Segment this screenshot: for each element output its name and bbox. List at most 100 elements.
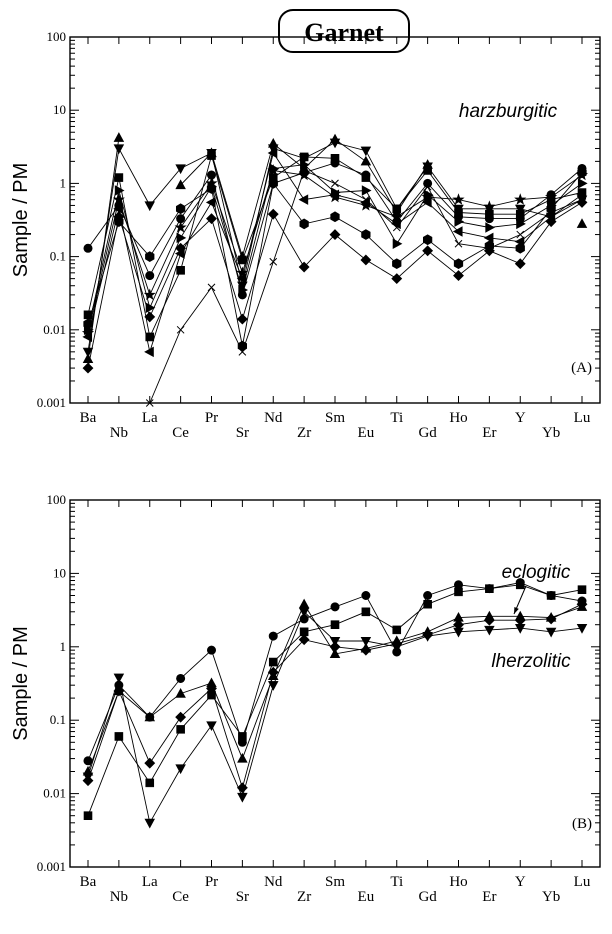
data-point xyxy=(453,258,464,270)
x-tick-label: Ba xyxy=(80,874,97,890)
data-point xyxy=(391,642,403,653)
data-point xyxy=(114,732,124,741)
panel-letter: (A) xyxy=(571,360,592,376)
title-box xyxy=(278,9,410,53)
x-tick-label: Eu xyxy=(358,889,375,905)
data-point xyxy=(238,732,247,741)
series-star xyxy=(81,164,589,339)
data-point xyxy=(298,607,310,618)
data-point xyxy=(81,326,95,339)
data-point xyxy=(268,631,278,641)
data-point xyxy=(114,185,125,196)
data-point xyxy=(144,711,156,722)
data-point xyxy=(391,273,403,285)
data-point xyxy=(236,266,249,279)
data-point xyxy=(176,232,187,244)
data-point xyxy=(207,645,217,655)
x-tick-label: Sm xyxy=(325,410,345,426)
y-tick-label: 100 xyxy=(47,29,67,44)
data-point xyxy=(206,721,217,732)
data-point xyxy=(516,230,525,239)
x-tick-label: Nd xyxy=(264,874,283,890)
data-point xyxy=(578,195,586,204)
x-tick-label: Ho xyxy=(449,410,467,426)
data-point xyxy=(545,627,557,638)
data-point xyxy=(298,194,309,205)
data-point xyxy=(330,602,340,612)
data-point xyxy=(484,214,494,224)
y-tick-label: 0.01 xyxy=(43,322,66,337)
data-point xyxy=(144,346,154,358)
y-tick-label: 1 xyxy=(60,639,67,654)
data-point xyxy=(298,598,310,609)
data-point xyxy=(267,666,279,678)
data-point xyxy=(452,226,463,237)
data-point xyxy=(82,362,94,374)
data-point xyxy=(299,627,309,637)
data-point xyxy=(329,138,341,149)
data-point xyxy=(361,185,372,196)
data-point xyxy=(330,158,340,168)
data-point xyxy=(298,634,310,646)
data-point xyxy=(514,193,527,205)
series-square xyxy=(83,580,587,820)
data-point xyxy=(267,208,279,220)
data-point xyxy=(329,229,341,240)
x-tick-label: La xyxy=(142,410,158,426)
data-point xyxy=(145,778,155,788)
data-point xyxy=(113,144,125,155)
data-point xyxy=(112,193,125,205)
figure-title: Garnet xyxy=(278,9,410,53)
data-point xyxy=(267,681,279,691)
data-point xyxy=(360,644,372,656)
x-tick-label: Nd xyxy=(264,410,283,426)
data-point xyxy=(362,195,370,204)
x-tick-label: Nb xyxy=(110,425,128,441)
data-point xyxy=(83,811,93,820)
annotation: harzburgitic xyxy=(459,101,558,122)
data-point xyxy=(176,265,185,275)
data-point xyxy=(144,201,156,212)
x-tick-label: Eu xyxy=(358,425,375,441)
data-point xyxy=(114,173,124,182)
data-point xyxy=(205,177,218,189)
data-point xyxy=(454,587,463,597)
series-square xyxy=(83,151,587,342)
data-point xyxy=(516,218,526,230)
data-point xyxy=(484,625,495,636)
x-tick-label: Er xyxy=(482,425,496,441)
x-tick-label: Yb xyxy=(542,425,560,441)
x-tick-label: Gd xyxy=(418,889,437,905)
data-point xyxy=(576,218,588,228)
data-point xyxy=(485,244,494,253)
data-point xyxy=(174,248,185,259)
data-point xyxy=(145,399,154,407)
data-point xyxy=(328,190,342,203)
data-point xyxy=(390,210,403,222)
data-point xyxy=(545,190,558,203)
data-point xyxy=(298,261,310,273)
y-tick-label: 1 xyxy=(60,175,67,190)
y-tick-label: 0.001 xyxy=(37,395,66,410)
data-point xyxy=(423,590,433,600)
y-tick-label: 0.1 xyxy=(50,712,66,727)
panel-a: 0.001 0.01 0.1 1 10 100 Ba Nb La Ce Pr Sr Nd Zr Sm Eu Ti… xyxy=(10,29,601,441)
data-point xyxy=(175,164,186,175)
y-tick-label: 0.01 xyxy=(43,786,66,801)
data-point xyxy=(144,757,156,769)
data-point xyxy=(144,311,156,323)
data-point xyxy=(514,624,526,634)
x-tick-label: La xyxy=(142,874,158,890)
panel-b: 0.001 0.01 0.1 1 10 100 Ba Nb La Ce Pr Sr Nd Zr Sm Eu Ti… xyxy=(10,492,601,905)
data-point xyxy=(454,216,465,227)
data-point xyxy=(422,632,433,642)
data-point xyxy=(577,178,588,189)
data-point xyxy=(113,673,125,684)
data-point xyxy=(176,673,186,683)
data-point xyxy=(483,232,494,244)
data-point xyxy=(576,189,587,200)
data-point xyxy=(361,229,371,240)
series-circle xyxy=(83,158,587,300)
data-point xyxy=(361,170,371,180)
data-point xyxy=(175,711,187,723)
